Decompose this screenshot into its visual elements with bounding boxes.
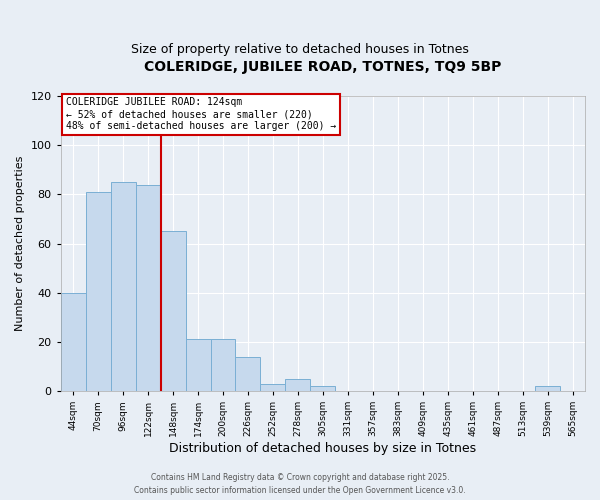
X-axis label: Distribution of detached houses by size in Totnes: Distribution of detached houses by size … [169, 442, 476, 455]
Bar [211, 340, 235, 391]
Bar [310, 386, 335, 391]
Text: Size of property relative to detached houses in Totnes: Size of property relative to detached ho… [131, 42, 469, 56]
Bar [235, 356, 260, 391]
Title: COLERIDGE, JUBILEE ROAD, TOTNES, TQ9 5BP: COLERIDGE, JUBILEE ROAD, TOTNES, TQ9 5BP [144, 60, 502, 74]
Y-axis label: Number of detached properties: Number of detached properties [15, 156, 25, 331]
Bar [161, 231, 185, 391]
Text: COLERIDGE JUBILEE ROAD: 124sqm
← 52% of detached houses are smaller (220)
48% of: COLERIDGE JUBILEE ROAD: 124sqm ← 52% of … [66, 98, 336, 130]
Text: Contains HM Land Registry data © Crown copyright and database right 2025.
Contai: Contains HM Land Registry data © Crown c… [134, 474, 466, 495]
Bar [260, 384, 286, 391]
Bar [61, 292, 86, 391]
Bar [535, 386, 560, 391]
Bar [86, 192, 110, 391]
Bar [286, 378, 310, 391]
Bar [110, 182, 136, 391]
Bar [136, 184, 161, 391]
Bar [185, 340, 211, 391]
